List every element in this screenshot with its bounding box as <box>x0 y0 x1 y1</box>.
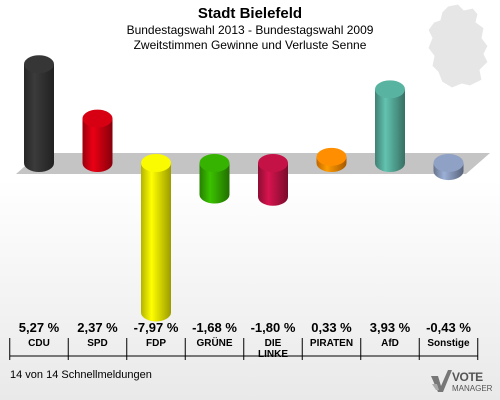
value-label-spd: 2,37 % <box>77 320 118 335</box>
category-label-piraten: PIRATEN <box>309 338 354 349</box>
bar-body-afd <box>375 89 405 172</box>
bar-sonstige <box>433 154 464 181</box>
bar-top-fdp <box>141 154 171 172</box>
value-label-fdp: -7,97 % <box>133 320 179 335</box>
bar-piraten <box>316 147 347 172</box>
value-label-cdu: 5,27 % <box>18 320 60 335</box>
chart-title: Stadt Bielefeld <box>197 5 303 22</box>
footer-note: 14 von 14 Schnellmeldungen <box>10 369 152 381</box>
value-label-die-linke: -1,80 % <box>250 320 296 335</box>
chart-subsubtitle: Zweitstimmen Gewinne und Verluste Senne <box>133 38 367 52</box>
category-label-cdu: CDU <box>28 338 50 349</box>
bar-top-cdu <box>24 55 54 74</box>
bar-spd <box>82 109 113 172</box>
bars-group <box>24 55 464 322</box>
bar-die-linke <box>258 154 288 206</box>
bar-body-spd <box>82 118 113 172</box>
category-label-gr-ne: GRÜNE <box>196 338 233 349</box>
bar-cdu <box>24 55 54 172</box>
baseline-plane <box>16 153 490 174</box>
bar-body-cdu <box>24 64 54 172</box>
category-axis <box>9 338 479 360</box>
category-label-spd: SPD <box>87 338 108 349</box>
category-label-fdp: FDP <box>146 338 166 349</box>
category-label-afd: AfD <box>381 338 399 349</box>
bar-body-die-linke <box>258 163 288 206</box>
vote-manager-logo-text: VOTE MANAGER <box>452 370 493 394</box>
bar-top-afd <box>375 80 405 99</box>
value-label-gr-ne: -1,68 % <box>192 320 237 335</box>
bar-body-fdp <box>141 163 171 322</box>
bar-afd <box>375 80 405 172</box>
category-label-sonstige: Sonstige <box>427 338 470 349</box>
chart-subtitle: Bundestagswahl 2013 - Bundestagswahl 200… <box>126 23 374 37</box>
bar-top-sonstige <box>433 154 464 172</box>
bar-body-gr-ne <box>199 163 230 204</box>
value-label-afd: 3,93 % <box>369 320 411 335</box>
logo-subtitle: MANAGER <box>452 384 493 393</box>
bar-top-spd <box>82 109 113 128</box>
logo-title: VOTE <box>452 370 483 384</box>
value-label-sonstige: -0,43 % <box>426 320 471 335</box>
bar-top-die-linke <box>258 154 288 172</box>
bar-top-piraten <box>316 147 347 166</box>
category-label-die-linke: DIE LINKE <box>258 338 288 360</box>
bar-gr-ne <box>199 154 230 204</box>
vote-manager-logo-icon <box>431 370 452 392</box>
germany-map-icon <box>427 3 489 89</box>
value-label-piraten: 0,33 % <box>311 320 352 335</box>
bar-fdp <box>141 154 171 322</box>
bar-top-gr-ne <box>199 154 230 172</box>
